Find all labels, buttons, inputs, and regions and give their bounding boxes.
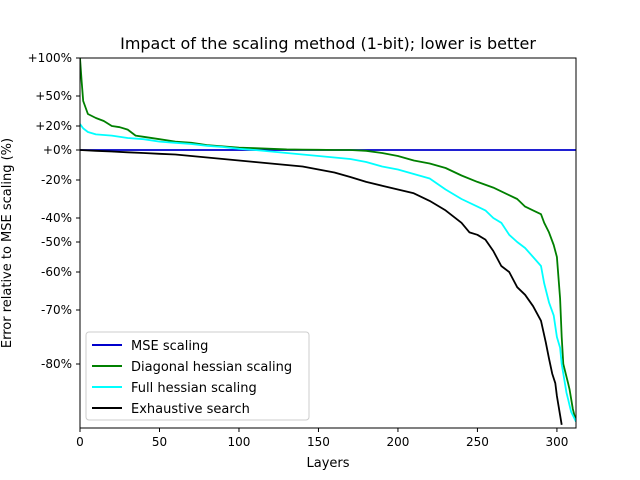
chart-title: Impact of the scaling method (1-bit); lo… — [120, 34, 536, 53]
y-tick-label: -70% — [41, 303, 72, 317]
legend-label: MSE scaling — [131, 339, 208, 354]
series-line-3 — [80, 149, 563, 425]
x-axis-label: Layers — [306, 456, 349, 471]
x-tick-label: 300 — [545, 435, 568, 449]
y-tick-label: +0% — [43, 143, 72, 157]
y-tick-label: +50% — [35, 89, 72, 103]
series-lines — [80, 58, 576, 425]
x-axis-ticks: 0 50 100 150 200 250 300 — [76, 428, 568, 449]
x-tick-label: 0 — [76, 435, 84, 449]
y-tick-label: -50% — [41, 235, 72, 249]
legend-label: Diagonal hessian scaling — [131, 360, 292, 375]
legend: MSE scaling Diagonal hessian scaling Full … — [85, 331, 310, 421]
plot-area-frame — [79, 57, 577, 429]
x-tick-label: 250 — [466, 435, 489, 449]
x-tick-label: 100 — [228, 435, 251, 449]
y-tick-label: +100% — [28, 51, 72, 65]
x-tick-label: 150 — [307, 435, 330, 449]
x-tick-label: 200 — [386, 435, 409, 449]
y-tick-label: -40% — [41, 211, 72, 225]
legend-label: Full hessian scaling — [131, 381, 257, 396]
legend-label: Exhaustive search — [131, 402, 250, 417]
series-line-2 — [80, 123, 576, 423]
y-tick-label: +20% — [35, 119, 72, 133]
y-axis-ticks: +100% +50% +20% +0% -20% -40% -50% -60% -70% -80% — [28, 51, 80, 371]
x-tick-label: 50 — [152, 435, 167, 449]
series-line-1 — [80, 58, 576, 422]
y-tick-label: -20% — [41, 173, 72, 187]
y-axis-label: Error relative to MSE scaling (%) — [0, 138, 15, 348]
y-tick-label: -80% — [41, 357, 72, 371]
y-tick-label: -60% — [41, 265, 72, 279]
legend-box — [85, 331, 310, 421]
